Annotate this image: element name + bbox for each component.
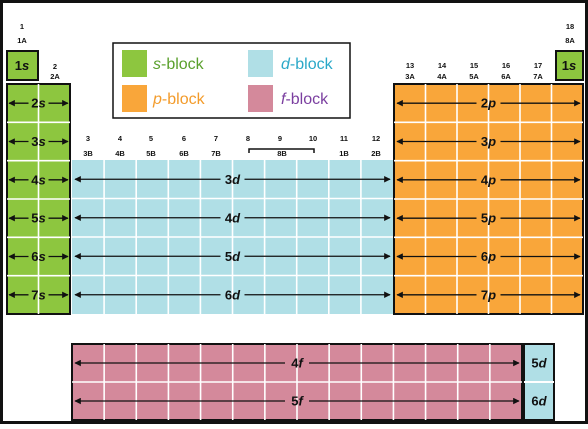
group-3a-letter: 3A	[405, 72, 415, 81]
orbital-row-5d-label: 5d	[225, 249, 241, 264]
group-2-letter: 2A	[50, 72, 60, 81]
legend-p-label: p-block	[152, 91, 206, 108]
group-8b-letter: 8B	[277, 149, 287, 158]
group-14-number: 14	[438, 61, 447, 70]
legend-f-label: f-block	[281, 91, 329, 108]
group-7a-letter: 7A	[533, 72, 543, 81]
group-1-number: 1	[20, 22, 24, 31]
group-5b-letter: 5B	[146, 149, 156, 158]
p-block-grid	[394, 84, 583, 314]
group-9-number: 9	[278, 134, 282, 143]
group-2b-letter: 2B	[371, 149, 381, 158]
legend-p-swatch	[122, 85, 147, 112]
group-5a-letter: 5A	[469, 72, 479, 81]
group-10-number: 10	[309, 134, 317, 143]
orbital-row-6d-label: 6d	[225, 287, 241, 302]
group-13-number: 13	[406, 61, 414, 70]
orbital-row-2p-label: 2p	[481, 96, 496, 111]
d-block-region	[72, 160, 393, 314]
orbital-row-3s-label: 3s	[31, 134, 45, 149]
group-8-number: 8	[246, 134, 250, 143]
group-15-number: 15	[470, 61, 478, 70]
orbital-row-7s-label: 7s	[31, 287, 45, 302]
group-18-number: 18	[566, 22, 574, 31]
d-block-grid	[72, 160, 393, 314]
orbital-row-6p-label: 6p	[481, 249, 496, 264]
group-17-number: 17	[534, 61, 542, 70]
orbital-row-4p-label: 4p	[481, 172, 496, 187]
group-labels: 1 1A 2 2A 3 4 5 6 7 8 9 10 11 12 3B 4B 5…	[17, 22, 575, 158]
orbital-side-6d-label: 6d	[531, 394, 547, 409]
s-block-grid	[7, 84, 70, 314]
group-4b-letter: 4B	[115, 149, 125, 158]
orbital-row-4s-label: 4s	[31, 172, 45, 187]
group-3b-letter: 3B	[83, 149, 93, 158]
group-18-letter: 8A	[565, 36, 575, 45]
group-11-number: 11	[340, 134, 348, 143]
orbital-1s-left-label: 1s	[15, 58, 29, 73]
group-7b-letter: 7B	[211, 149, 221, 158]
group-4a-letter: 4A	[437, 72, 447, 81]
group-6a-letter: 6A	[501, 72, 511, 81]
group-3-number: 3	[86, 134, 90, 143]
orbital-row-4d-label: 4d	[225, 210, 241, 225]
s-block-1s-right-cell	[555, 50, 584, 81]
f-block-grid	[72, 344, 522, 420]
s-block-region	[6, 50, 71, 315]
orbital-row-2s-label: 2s	[31, 96, 45, 111]
group-7-number: 7	[214, 134, 218, 143]
orbital-row-7p-label: 7p	[481, 287, 496, 302]
orbital-row-4f-label: 4f	[291, 356, 304, 371]
p-block-region	[393, 83, 584, 315]
group-5-number: 5	[149, 134, 153, 143]
legend-f-swatch	[248, 85, 273, 112]
orbital-row-5p-label: 5p	[481, 211, 496, 226]
legend-s-swatch	[122, 50, 147, 77]
orbital-1s-right-label: 1s	[562, 58, 576, 73]
legend: s-block p-block d-block f-block	[112, 42, 351, 119]
orbital-row-6s-label: 6s	[31, 249, 45, 264]
group-16-number: 16	[502, 61, 510, 70]
group-1-letter: 1A	[17, 36, 27, 45]
group-6-number: 6	[182, 134, 186, 143]
group-1b-letter: 1B	[339, 149, 349, 158]
group-4-number: 4	[118, 134, 123, 143]
group-8b-bracket	[248, 148, 315, 153]
legend-box	[112, 42, 351, 119]
f-block-region	[71, 343, 555, 421]
orbital-row-5f-label: 5f	[291, 394, 304, 409]
legend-s-label: s-block	[153, 56, 205, 73]
orbital-side-5d-label: 5d	[531, 356, 547, 371]
orbital-row-5s-label: 5s	[31, 211, 45, 226]
group-6b-letter: 6B	[179, 149, 189, 158]
group-12-number: 12	[372, 134, 380, 143]
orbital-row-3p-label: 3p	[481, 134, 496, 149]
group-2-number: 2	[53, 62, 57, 71]
s-block-1s-left-cell	[6, 50, 39, 81]
orbital-row-labels: 2s 3s 4s 5s 6s 7s 2p 3p 4p 5p 6p 7p 3d 4d 5d 6d 4f 5f 5d 6d	[8, 96, 581, 409]
legend-d-label: d-block	[281, 56, 334, 73]
legend-d-swatch	[248, 50, 273, 77]
orbital-row-3d-label: 3d	[225, 172, 241, 187]
